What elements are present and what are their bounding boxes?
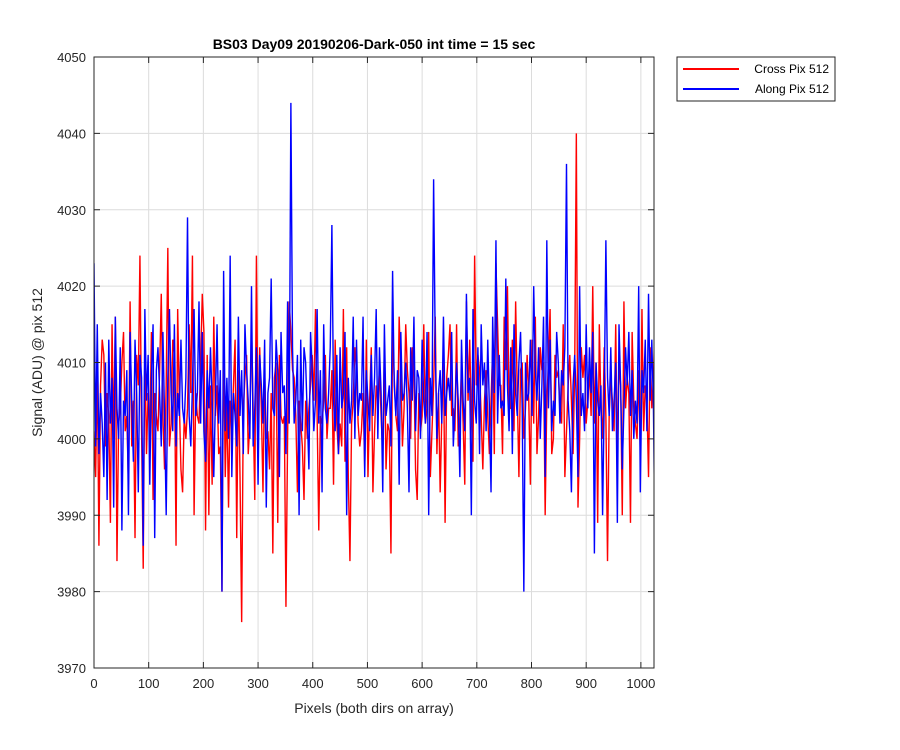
x-tick-label: 200: [193, 676, 215, 691]
x-tick-label: 600: [411, 676, 433, 691]
x-tick-label: 500: [357, 676, 379, 691]
series-line-cross-pix-512: [94, 133, 654, 623]
x-tick-label: 900: [575, 676, 597, 691]
legend-label: Along Pix 512: [755, 82, 829, 96]
x-tick-label: 100: [138, 676, 160, 691]
x-tick-label: 1000: [626, 676, 655, 691]
x-tick-label: 300: [247, 676, 269, 691]
ticks: 0 100 200 300 400 500 600 700 800 900 1000 3970 3980…: [57, 50, 655, 691]
y-tick-label: 4050: [57, 50, 86, 65]
y-tick-label: 4000: [57, 432, 86, 447]
series-line-along-pix-512: [94, 102, 654, 592]
y-tick-label: 4040: [57, 126, 86, 141]
series-layer: [94, 102, 654, 623]
x-axis-label: Pixels (both dirs on array): [294, 700, 454, 716]
y-tick-label: 4010: [57, 356, 86, 371]
y-axis-label: Signal (ADU) @ pix 512: [29, 288, 45, 437]
x-tick-label: 700: [466, 676, 488, 691]
y-tick-label: 3970: [57, 661, 86, 676]
legend-label: Cross Pix 512: [754, 62, 829, 76]
legend: Cross Pix 512 Along Pix 512: [676, 56, 836, 102]
y-tick-label: 3980: [57, 585, 86, 600]
x-tick-label: 400: [302, 676, 324, 691]
legend-box: [676, 56, 836, 102]
y-tick-label: 3990: [57, 508, 86, 523]
y-tick-label: 4030: [57, 203, 86, 218]
y-tick-label: 4020: [57, 279, 86, 294]
x-tick-label: 800: [521, 676, 543, 691]
chart-title: BS03 Day09 20190206-Dark-050 int time = …: [213, 36, 536, 52]
x-tick-label: 0: [90, 676, 97, 691]
